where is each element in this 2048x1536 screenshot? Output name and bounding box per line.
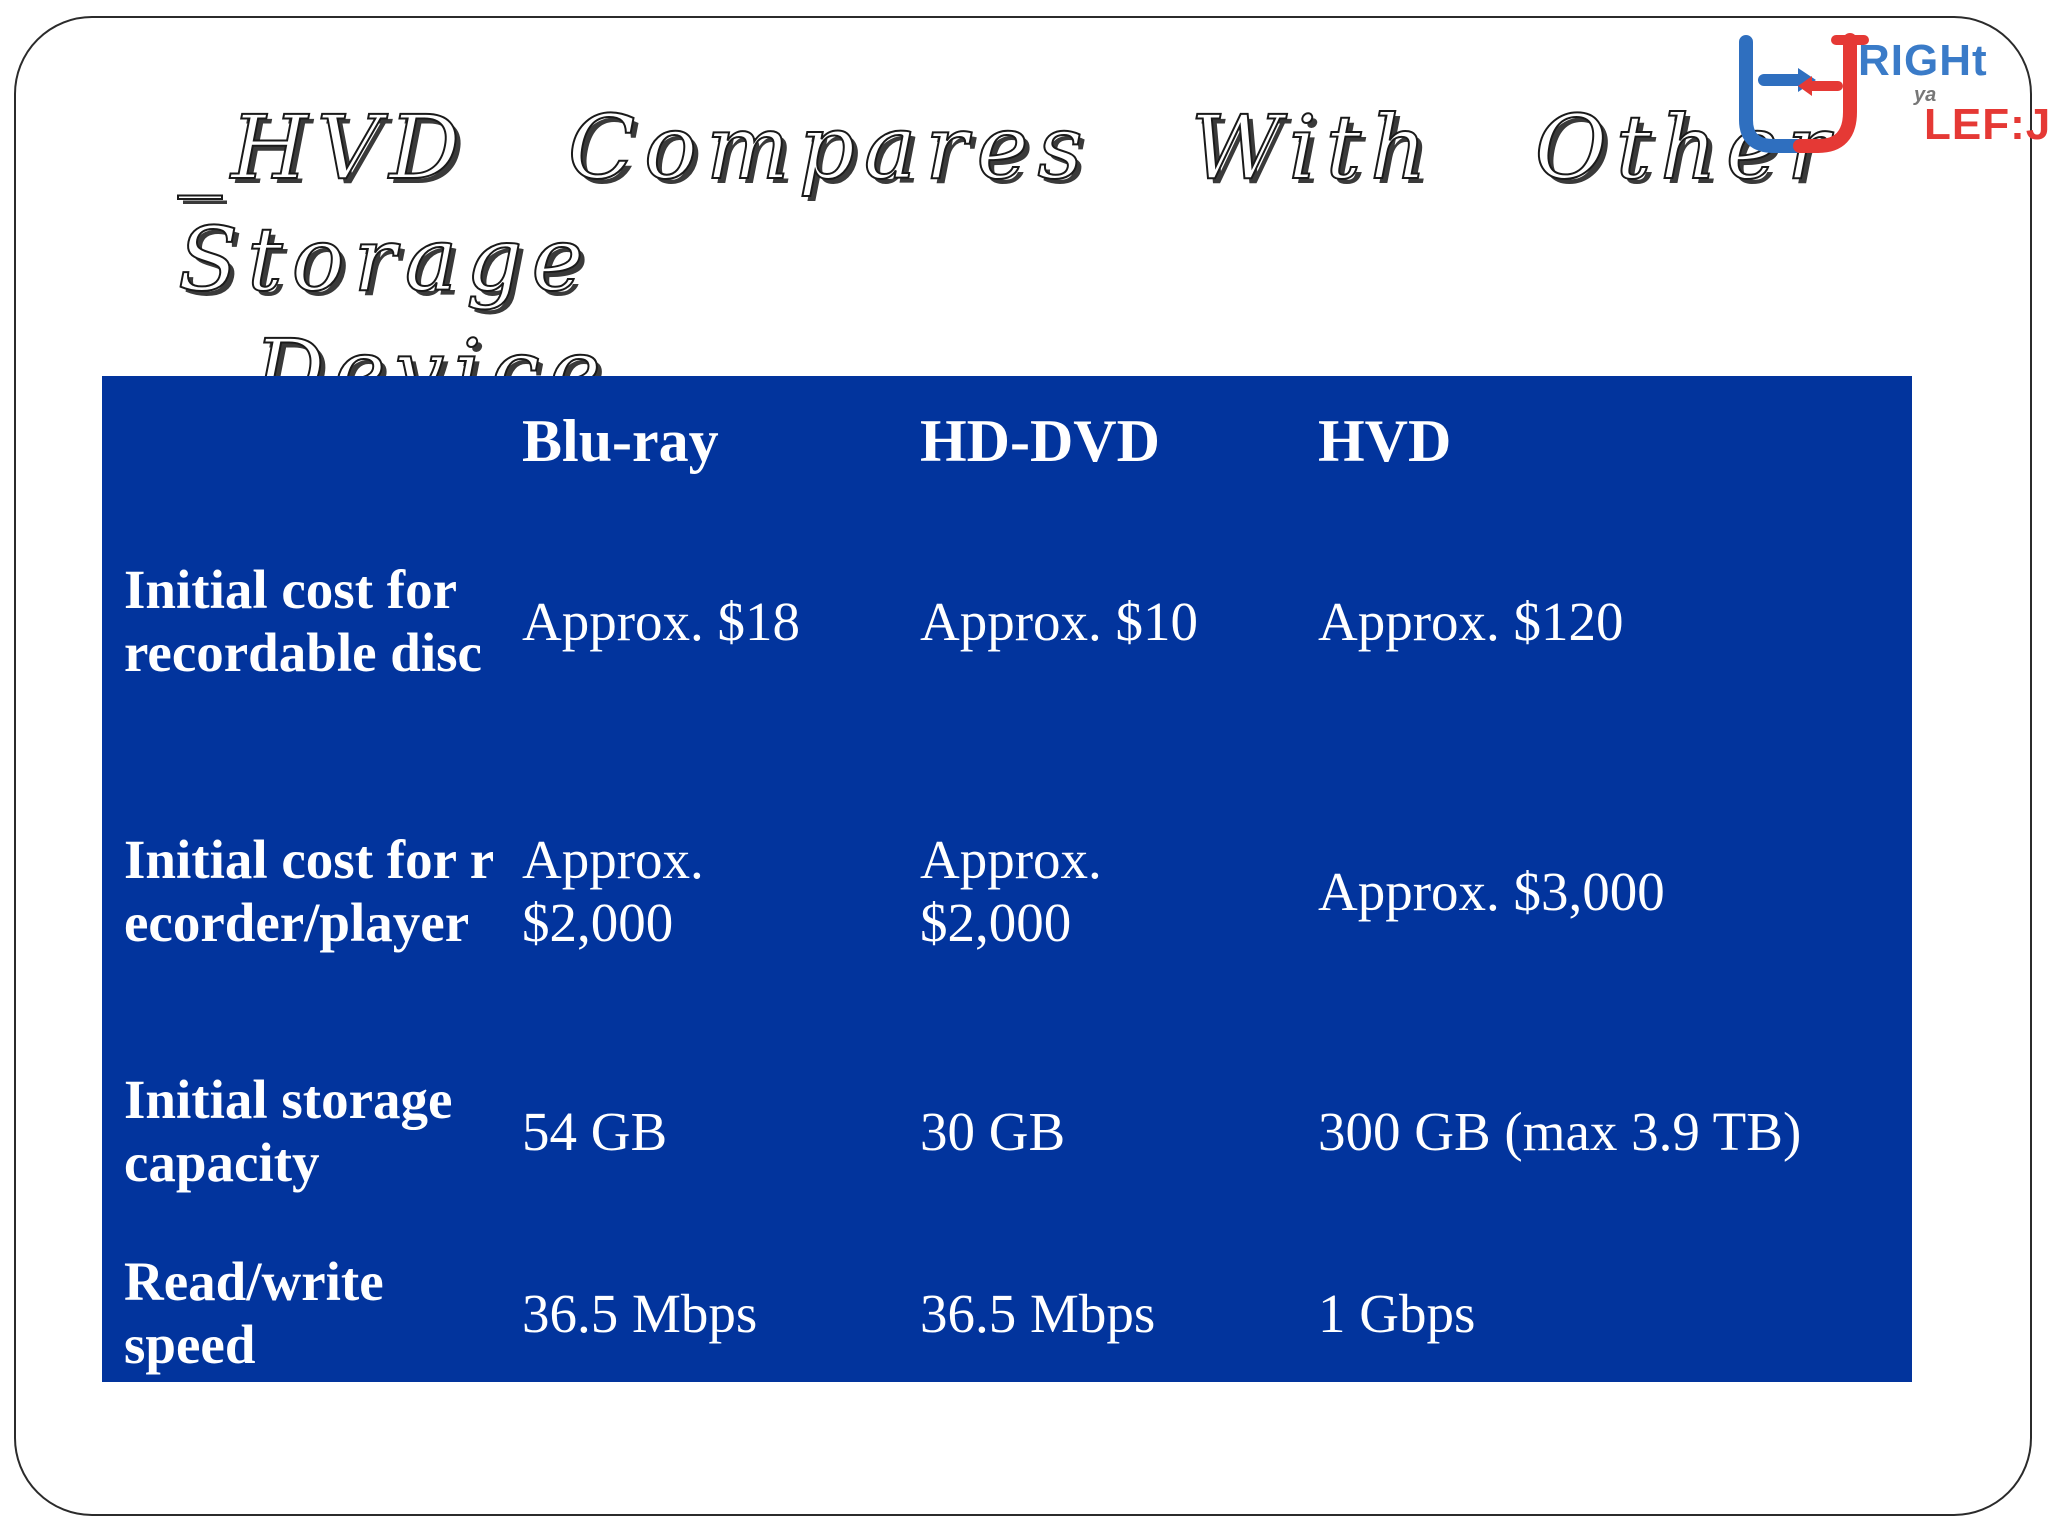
cell-speed-bluray: 36.5 Mbps xyxy=(522,1282,758,1344)
logo-word-right: RIGHt xyxy=(1858,36,1988,85)
cell-disc-cost-hvd: Approx. $120 xyxy=(1318,590,1624,652)
cell-disc-cost-bluray: Approx. $18 xyxy=(522,590,801,652)
logo-word-left: LEF:J xyxy=(1924,100,2048,149)
cell-capacity-hvd: 300 GB (max 3.9 TB) xyxy=(1318,1100,1802,1162)
cell-capacity-hddvd: 30 GB xyxy=(920,1100,1066,1162)
cell-disc-cost-hddvd: Approx. $10 xyxy=(920,590,1199,652)
brand-logo: RIGHt ya LEF:J xyxy=(1738,28,2048,158)
row-label-disc-cost: Initial cost for recordable disc xyxy=(124,559,482,683)
slide-title-line-1: _HVD Compares With Other Storage xyxy=(177,95,1938,312)
cell-player-cost-hvd: Approx. $3,000 xyxy=(1318,860,1665,922)
row-label-storage-capacity: Initial storage capacity xyxy=(124,1069,453,1193)
row-label-player-cost: Initial cost for recorder/player xyxy=(124,829,495,953)
cell-capacity-bluray: 54 GB xyxy=(522,1100,668,1162)
column-header-hddvd: HD-DVD xyxy=(920,407,1160,474)
logo-word-ya: ya xyxy=(1914,84,1937,106)
column-header-bluray: Blu-ray xyxy=(522,407,719,474)
cell-speed-hddvd: 36.5 Mbps xyxy=(920,1282,1156,1344)
column-header-hvd: HVD xyxy=(1318,407,1452,474)
row-label-read-write-speed: Read/write speed xyxy=(124,1251,384,1375)
cell-player-cost-hddvd: Approx. $2,000 xyxy=(920,829,1102,953)
slide-title: _HVD Compares With Other Storage Device xyxy=(177,92,1998,428)
comparison-table: Blu-ray HD-DVD HVD Initial cost for reco… xyxy=(102,376,1912,1382)
cell-speed-hvd: 1 Gbps xyxy=(1318,1282,1476,1344)
logo-mark-icon xyxy=(1739,33,1869,153)
cell-player-cost-bluray: Approx. $2,000 xyxy=(522,829,704,953)
